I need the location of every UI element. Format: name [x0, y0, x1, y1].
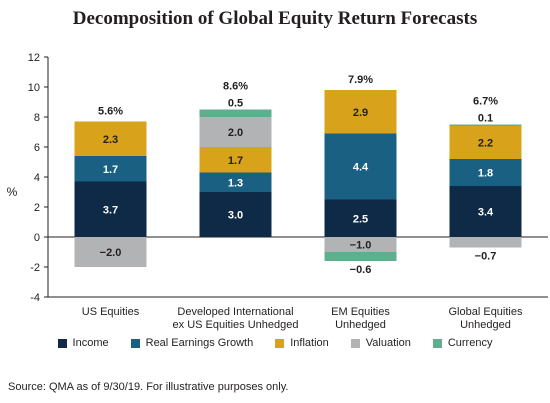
- y-tick-label: -4: [30, 292, 40, 304]
- segment-value-label: 1.3: [228, 177, 243, 189]
- total-value-label: 8.6%: [223, 81, 248, 93]
- legend-swatch: [350, 338, 360, 348]
- bar-segment-inflation: [324, 90, 397, 134]
- category-label: Unhedged: [335, 319, 386, 331]
- bar-segment-valuation: [199, 117, 272, 147]
- bar-segment-inflation: [199, 147, 272, 173]
- legend-label: Valuation: [365, 337, 411, 349]
- legend-item: Inflation: [275, 337, 329, 349]
- legend-item: Income: [57, 337, 109, 349]
- segment-value-label: 0.5: [228, 98, 243, 110]
- chart-title: Decomposition of Global Equity Return Fo…: [72, 8, 478, 29]
- segment-value-label: 2.0: [228, 127, 243, 139]
- bar-segment-real-earnings-growth: [324, 133, 397, 200]
- y-axis-label: %: [7, 185, 18, 199]
- legend-swatch: [432, 338, 442, 348]
- legend-label: Currency: [447, 337, 493, 349]
- category-label: US Equities: [82, 306, 140, 318]
- y-tick-label: -2: [30, 262, 40, 274]
- legend-swatch: [57, 338, 67, 348]
- segment-value-label: −1.0: [350, 240, 372, 252]
- y-tick-label: 2: [34, 202, 40, 214]
- y-tick-label: 6: [34, 142, 40, 154]
- segment-value-label: −2.0: [100, 247, 122, 259]
- segment-value-label: 2.5: [353, 213, 368, 225]
- y-tick-label: 0: [34, 232, 40, 244]
- category-label: Developed International: [177, 306, 293, 318]
- y-tick-label: 8: [34, 112, 40, 124]
- source-note: Source: QMA as of 9/30/19. For illustrat…: [8, 381, 289, 393]
- category-label: EM Equities: [331, 306, 390, 318]
- bar-segment-income: [199, 192, 272, 237]
- y-tick-label: 12: [28, 52, 40, 64]
- bar-segment-income: [324, 199, 397, 237]
- bar-segment-valuation: [324, 237, 397, 252]
- y-tick-label: 10: [28, 82, 40, 94]
- segment-value-label: 3.4: [478, 207, 494, 219]
- segment-value-label: 3.0: [228, 210, 243, 222]
- segment-value-label: 1.8: [478, 168, 493, 180]
- segment-value-label: 3.7: [103, 204, 118, 216]
- bar-segment-real-earnings-growth: [199, 172, 272, 192]
- bar-segment-currency: [324, 252, 397, 261]
- segment-value-label: 2.2: [478, 138, 493, 150]
- segment-value-label: 1.7: [103, 164, 118, 176]
- legend-label: Inflation: [290, 337, 329, 349]
- segment-value-label: 4.4: [353, 162, 369, 174]
- bar-segment-currency: [449, 124, 522, 126]
- bar-segment-real-earnings-growth: [74, 156, 147, 182]
- bar-segment-inflation: [74, 121, 147, 156]
- segment-value-label: 2.9: [353, 107, 368, 119]
- total-value-label: 7.9%: [348, 74, 373, 86]
- bar-segment-income: [74, 181, 147, 237]
- legend: Income Real Earnings Growth Inflation Valua…: [0, 337, 550, 349]
- segment-value-label: 2.3: [103, 134, 118, 146]
- category-label: Unhedged: [460, 319, 511, 331]
- bar-segment-real-earnings-growth: [449, 159, 522, 186]
- bar-segment-valuation: [449, 237, 522, 248]
- category-label: ex US Equities Unhedged: [173, 319, 299, 331]
- legend-swatch: [130, 338, 140, 348]
- total-value-label: 6.7%: [473, 96, 498, 108]
- category-label: Global Equities: [449, 306, 523, 318]
- segment-value-label: 1.7: [228, 155, 243, 167]
- bar-segment-inflation: [449, 126, 522, 159]
- legend-label: Income: [72, 337, 109, 349]
- bar-segment-currency: [199, 109, 272, 117]
- y-tick-label: 4: [34, 172, 40, 184]
- legend-item: Currency: [432, 337, 493, 349]
- total-value-label: 5.6%: [98, 106, 123, 118]
- bar-segment-income: [449, 186, 522, 237]
- legend-swatch: [275, 338, 285, 348]
- segment-value-label: −0.6: [350, 264, 372, 276]
- legend-item: Valuation: [350, 337, 411, 349]
- legend-item: Real Earnings Growth: [130, 337, 254, 349]
- legend-label: Real Earnings Growth: [145, 337, 254, 349]
- segment-value-label: 0.1: [478, 113, 493, 125]
- segment-value-label: −0.7: [475, 251, 497, 263]
- stacked-bar-chart: -4 -2 0 2 4 6 8 10 12% 3.7 1.7 2.3 −2.0 5.6% US Equiti…: [7, 52, 548, 331]
- bar-segment-valuation: [74, 237, 147, 267]
